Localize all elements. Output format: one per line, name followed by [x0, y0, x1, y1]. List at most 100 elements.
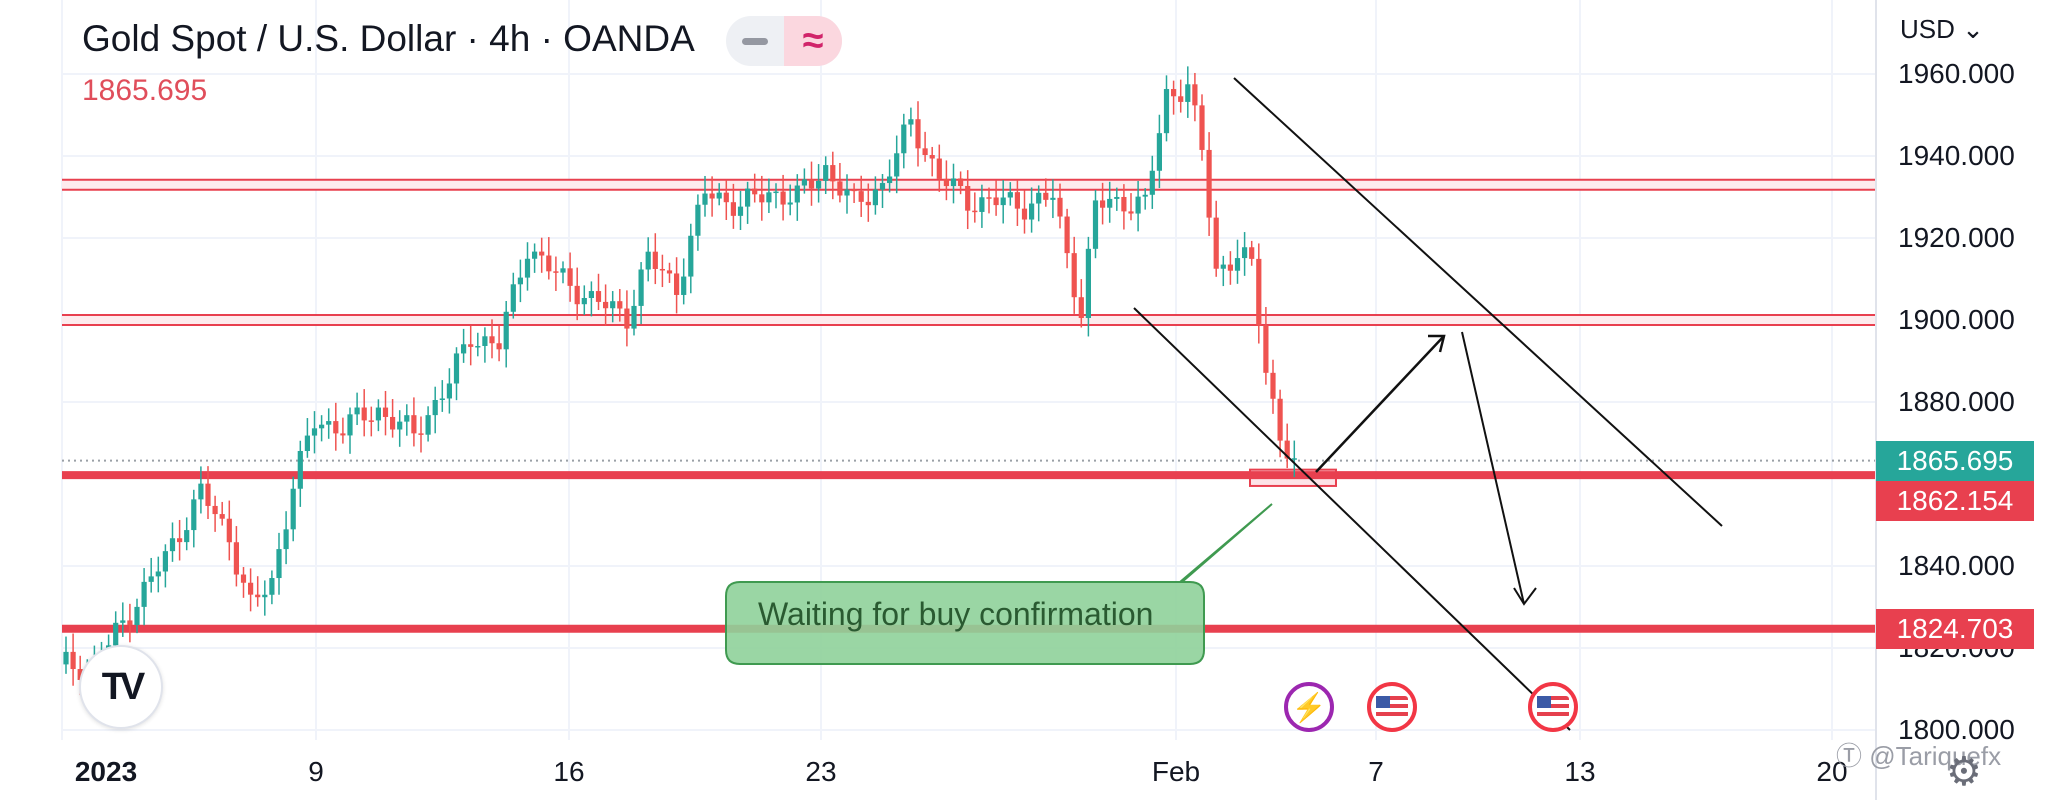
channel-upper-line	[1233, 77, 1723, 527]
candle-body	[780, 191, 786, 205]
candle-body	[468, 344, 474, 347]
candle-body	[361, 407, 367, 421]
candle-body	[1114, 196, 1120, 199]
candle-body	[645, 251, 651, 270]
candle-body	[290, 488, 296, 530]
candle-body	[1149, 170, 1155, 195]
candle-body	[517, 277, 523, 285]
candle-body	[1014, 192, 1020, 209]
candle-body	[333, 421, 339, 434]
candle-body	[1100, 200, 1106, 208]
candle-body	[1234, 258, 1241, 271]
candle-body	[830, 165, 836, 182]
candle-body	[226, 518, 232, 543]
lightning-icon[interactable]: ⚡	[1284, 682, 1334, 732]
gear-icon[interactable]: ⚙	[1946, 750, 1982, 794]
candle-body	[276, 549, 282, 579]
candle-body	[1057, 197, 1063, 217]
candle-body	[70, 651, 76, 670]
indicator-toggle[interactable]: ≈	[726, 16, 842, 66]
candle-body	[1284, 440, 1290, 459]
us-flag-icon[interactable]	[1367, 682, 1417, 732]
callout-text: Waiting for buy confirmation	[758, 596, 1154, 632]
minus-icon[interactable]	[726, 16, 784, 66]
candle-body	[425, 415, 431, 435]
candle-body	[169, 538, 176, 552]
candle-body	[986, 197, 992, 199]
candle-body	[240, 574, 247, 583]
candle-body	[808, 179, 815, 189]
candle-body	[1263, 325, 1269, 373]
callout-bubble	[725, 503, 1273, 665]
candle-body	[794, 185, 800, 203]
up-arrow-head	[1428, 334, 1446, 353]
candle-body	[219, 514, 225, 519]
x-tick-label: 9	[308, 756, 324, 787]
candle-body	[1135, 196, 1141, 214]
candle-body	[439, 398, 445, 401]
candle-body	[191, 499, 197, 531]
candle-body	[1220, 264, 1226, 269]
candle-body	[972, 210, 978, 213]
candle-body	[283, 529, 289, 550]
tradingview-logo[interactable]: TV	[79, 645, 163, 729]
resistance-lower-band	[62, 315, 1876, 325]
candle-body	[382, 407, 389, 417]
candle-body	[993, 197, 999, 206]
candle-body	[127, 620, 133, 626]
candle-body	[1277, 398, 1283, 441]
candle-body	[1242, 247, 1248, 259]
candle-body	[759, 194, 765, 203]
candle-body	[155, 571, 161, 577]
candle-body	[1085, 248, 1091, 319]
candle-body	[184, 530, 190, 543]
y-tick-label: 1840.000	[1898, 550, 2015, 581]
candle-body	[1213, 217, 1219, 269]
y-tick-label: 1900.000	[1898, 304, 2015, 335]
down-arrow-head	[1513, 587, 1537, 606]
candle-body	[432, 400, 438, 416]
y-tick-label: 1940.000	[1898, 140, 2015, 171]
candle-body	[950, 178, 957, 187]
candle-body	[617, 301, 623, 309]
candle-body	[418, 433, 424, 435]
candle-body	[787, 202, 793, 205]
candle-body	[922, 148, 928, 156]
approx-wave-icon[interactable]: ≈	[784, 16, 842, 66]
candle-body	[1185, 84, 1191, 102]
candle-body	[1249, 247, 1255, 259]
candle-body	[865, 201, 871, 206]
candle-body	[745, 188, 751, 207]
candle-body	[908, 119, 914, 125]
trend-drawings	[1133, 77, 1723, 731]
channel-lower-line	[1133, 307, 1571, 731]
candle-body	[1092, 200, 1099, 249]
y-tick-label: 1920.000	[1898, 222, 2015, 253]
candle-body	[134, 606, 140, 626]
chart-title: Gold Spot / U.S. Dollar · 4h · OANDA	[82, 18, 695, 59]
candle-body	[532, 251, 538, 259]
candle-body	[595, 291, 602, 302]
candle-body	[1121, 196, 1127, 212]
candle-body	[1128, 211, 1134, 214]
candle-body	[411, 415, 417, 434]
candle-body	[546, 255, 552, 272]
candle-body	[553, 271, 559, 273]
us-flag-icon[interactable]	[1528, 682, 1578, 732]
candle-body	[659, 268, 665, 271]
candle-body	[461, 344, 467, 354]
candle-body	[475, 345, 481, 348]
x-tick-label: 13	[1564, 756, 1596, 787]
candle-body	[979, 197, 985, 212]
currency-selector[interactable]: USD ⌄	[1900, 14, 1984, 44]
candle-body	[297, 451, 303, 489]
x-tick-label: Feb	[1151, 756, 1201, 787]
candle-body	[524, 258, 531, 278]
support-price-tag: 1862.154	[1876, 481, 2034, 522]
candle-body	[340, 433, 346, 436]
candle-body	[1036, 192, 1042, 204]
candle-body	[1171, 89, 1177, 97]
candle-body	[1156, 133, 1162, 171]
candle-body	[709, 193, 715, 199]
